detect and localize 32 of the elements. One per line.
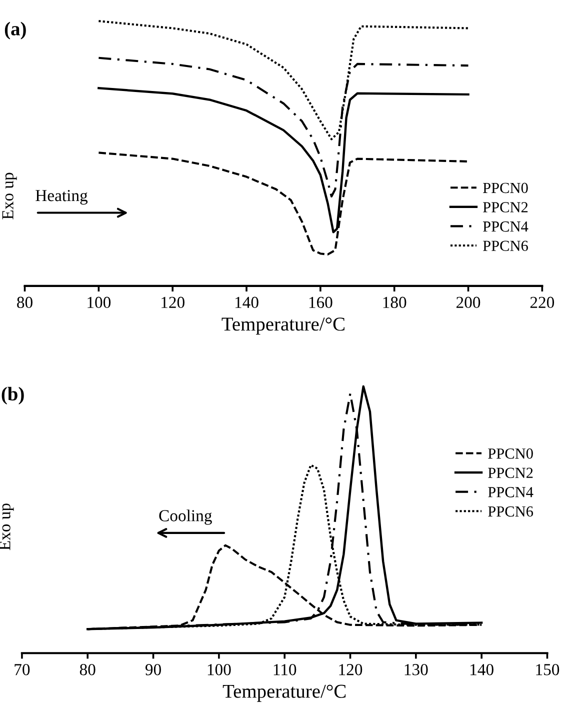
x-tick-label: 90 — [145, 664, 161, 676]
x-axis-title: Temperature/°C — [222, 318, 344, 335]
x-tick-label: 180 — [383, 296, 406, 308]
legend-label: PPCN6 — [488, 506, 534, 517]
x-tick-label: 200 — [456, 296, 480, 308]
x-tick-label: 140 — [235, 296, 258, 308]
x-tick-label: 140 — [470, 664, 494, 676]
x-tick-label: 70 — [14, 664, 30, 676]
x-tick-label: 100 — [88, 296, 111, 308]
legend-label: PPCN4 — [488, 487, 534, 498]
x-tick-label: 80 — [17, 296, 32, 308]
chart-title: (b) — [2, 386, 24, 404]
legend-label: PPCN6 — [483, 240, 528, 251]
legend-label: PPCN2 — [483, 202, 528, 212]
legend-label: PPCN0 — [488, 448, 533, 459]
annotation: Heating — [36, 190, 88, 205]
legend-label: PPCN4 — [483, 221, 528, 232]
annotation: Cooling — [159, 510, 212, 525]
x-tick-label: 80 — [80, 664, 96, 676]
x-tick-label: 130 — [404, 664, 428, 676]
x-tick-label: 120 — [162, 296, 184, 308]
x-tick-label: 120 — [339, 664, 362, 676]
y-axis-title: Exo up — [2, 172, 17, 220]
x-axis-title: Temperature/°C — [222, 684, 346, 702]
x-tick-label: 160 — [309, 296, 332, 308]
x-tick-label: 220 — [530, 296, 554, 308]
chart-title: (a) — [4, 22, 26, 40]
x-tick-label: 150 — [536, 664, 560, 676]
x-tick-label: 100 — [208, 664, 231, 676]
x-tick-label: 110 — [274, 664, 296, 676]
legend-label: PPCN2 — [488, 468, 533, 478]
legend-label: PPCN0 — [483, 182, 528, 194]
